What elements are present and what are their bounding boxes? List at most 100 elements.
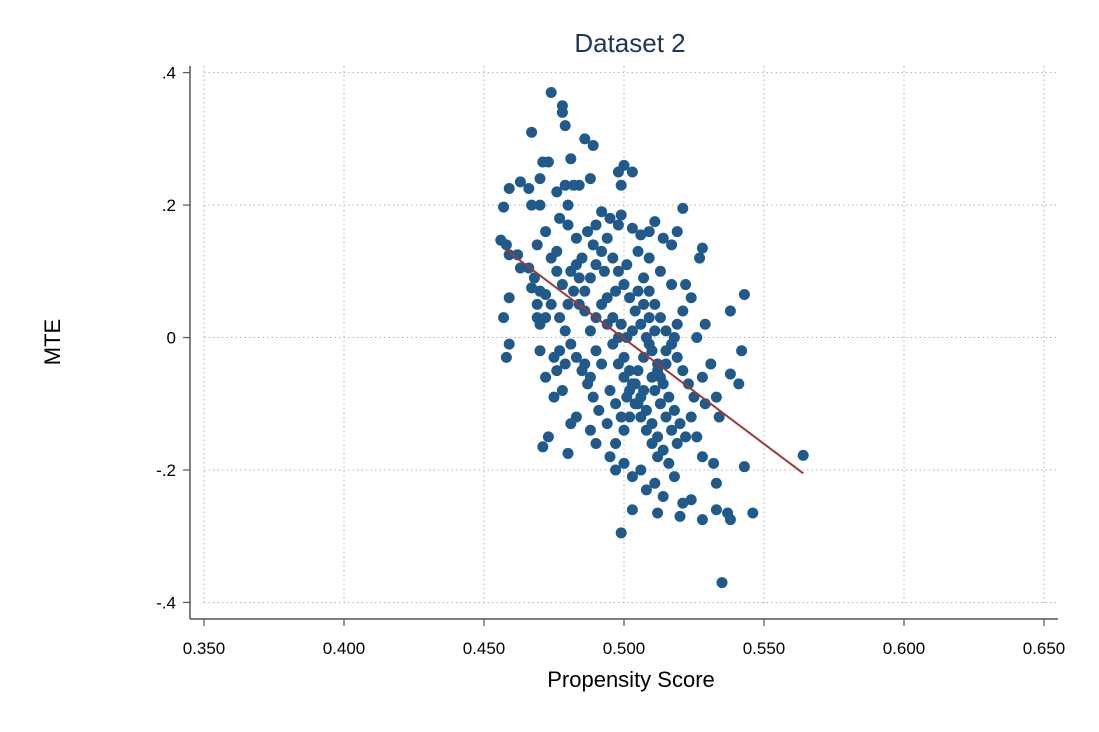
data-point — [596, 358, 608, 370]
data-point — [797, 449, 809, 461]
data-point — [534, 173, 546, 185]
data-point — [696, 242, 708, 254]
data-point — [724, 368, 736, 380]
data-point — [559, 325, 571, 337]
data-point — [584, 173, 596, 185]
data-point — [635, 318, 647, 330]
data-point — [607, 252, 619, 264]
data-point — [710, 391, 722, 403]
data-point — [573, 272, 585, 284]
data-point — [540, 226, 552, 238]
data-point — [685, 494, 697, 506]
data-point — [562, 298, 574, 310]
data-point — [514, 176, 526, 188]
data-point — [545, 298, 557, 310]
data-point — [654, 265, 666, 277]
data-point — [691, 332, 703, 344]
data-point — [582, 226, 594, 238]
data-point — [632, 365, 644, 377]
data-point — [668, 471, 680, 483]
data-point — [649, 298, 661, 310]
data-point — [638, 272, 650, 284]
data-point — [638, 298, 650, 310]
data-point — [612, 166, 624, 178]
y-tick-label: .4 — [162, 64, 176, 83]
data-point — [601, 232, 613, 244]
data-point — [640, 484, 652, 496]
data-point — [635, 464, 647, 476]
data-point — [584, 272, 596, 284]
data-point — [680, 279, 692, 291]
data-point — [615, 411, 627, 423]
data-point — [643, 285, 655, 297]
data-point — [587, 139, 599, 151]
data-point — [551, 265, 563, 277]
data-point — [604, 385, 616, 397]
data-point — [604, 212, 616, 224]
data-point — [573, 179, 585, 191]
data-point — [568, 285, 580, 297]
data-point — [615, 179, 627, 191]
data-point — [654, 312, 666, 324]
data-point — [643, 252, 655, 264]
data-point — [694, 252, 706, 264]
data-point — [579, 358, 591, 370]
data-point — [531, 298, 543, 310]
data-point — [570, 411, 582, 423]
data-point — [635, 411, 647, 423]
data-point — [596, 298, 608, 310]
axes — [183, 66, 1058, 626]
data-point — [565, 338, 577, 350]
data-point — [663, 391, 675, 403]
data-point — [657, 490, 669, 502]
y-tick-label: -.2 — [156, 461, 176, 480]
data-point — [556, 106, 568, 118]
data-point — [626, 166, 638, 178]
data-point — [587, 239, 599, 251]
data-point — [677, 365, 689, 377]
data-point — [590, 345, 602, 357]
data-point — [610, 398, 622, 410]
data-point — [660, 325, 672, 337]
data-point — [626, 222, 638, 234]
data-point — [626, 325, 638, 337]
data-point — [626, 471, 638, 483]
y-tick-label: -.4 — [156, 593, 176, 612]
data-point — [598, 265, 610, 277]
data-point — [503, 183, 515, 195]
data-point — [696, 371, 708, 383]
data-point — [666, 424, 678, 436]
data-point — [629, 398, 641, 410]
data-point — [570, 351, 582, 363]
data-point — [531, 239, 543, 251]
data-point — [621, 259, 633, 271]
data-point — [534, 345, 546, 357]
data-point — [562, 219, 574, 231]
data-point — [596, 206, 608, 218]
data-point — [610, 437, 622, 449]
data-point — [534, 199, 546, 211]
data-point — [660, 411, 672, 423]
data-point — [643, 312, 655, 324]
data-point — [626, 504, 638, 516]
data-point — [624, 292, 636, 304]
data-point — [705, 358, 717, 370]
data-point — [652, 451, 664, 463]
data-point — [596, 245, 608, 257]
data-point — [615, 527, 627, 539]
data-point — [498, 312, 510, 324]
data-point — [649, 385, 661, 397]
data-point — [736, 345, 748, 357]
data-point — [584, 325, 596, 337]
data-point — [657, 232, 669, 244]
data-point — [548, 391, 560, 403]
data-point — [724, 305, 736, 317]
data-point — [554, 312, 566, 324]
x-tick-label: 0.450 — [463, 639, 506, 658]
data-point — [738, 461, 750, 473]
data-point — [716, 577, 728, 589]
data-point — [671, 437, 683, 449]
data-point — [696, 451, 708, 463]
data-point — [584, 371, 596, 383]
y-tick-label: 0 — [167, 329, 176, 348]
